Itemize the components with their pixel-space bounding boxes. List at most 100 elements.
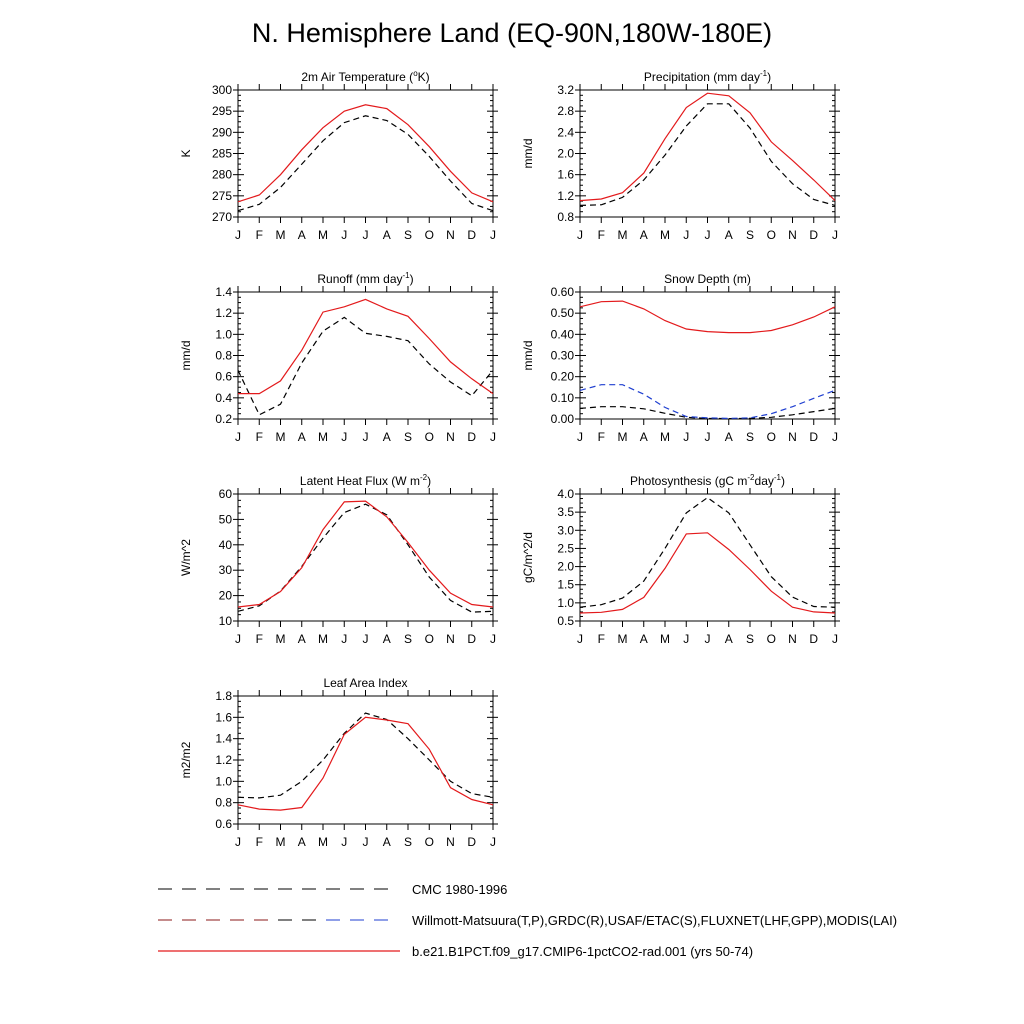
y-tick-label: 270 <box>212 210 232 224</box>
x-tick-label: A <box>725 430 733 444</box>
x-tick-label: A <box>383 228 391 242</box>
y-tick-label: 0.4 <box>215 391 232 405</box>
x-tick-label: A <box>383 430 391 444</box>
x-tick-label: M <box>318 632 328 646</box>
x-tick-label: O <box>767 430 776 444</box>
y-tick-label: 50 <box>219 512 233 526</box>
x-tick-label: J <box>577 430 583 444</box>
y-tick-label: 290 <box>212 125 232 139</box>
plot-frame <box>579 89 836 218</box>
x-tick-label: A <box>725 228 733 242</box>
x-tick-label: S <box>746 228 754 242</box>
x-tick-label: J <box>490 835 496 849</box>
x-tick-label: J <box>235 228 241 242</box>
x-tick-label: J <box>490 228 496 242</box>
x-tick-label: N <box>446 228 455 242</box>
x-tick-label: F <box>598 430 605 444</box>
x-tick-label: J <box>683 228 689 242</box>
x-tick-label: S <box>404 228 412 242</box>
y-axis-label: m2/m2 <box>179 741 193 778</box>
chart-panel-2: Runoff (mm day-1) 0.2 0.4 0.6 0.8 1.0 1.2 1.4 J F… <box>179 271 498 444</box>
y-tick-label: 1.4 <box>215 732 232 746</box>
series-line-1 <box>237 104 494 203</box>
x-tick-label: M <box>276 228 286 242</box>
y-tick-label: 1.0 <box>215 774 232 788</box>
x-tick-label: D <box>467 835 476 849</box>
legend-label: Willmott-Matsuura(T,P),GRDC(R),USAF/ETAC… <box>412 913 897 928</box>
x-tick-label: D <box>809 228 818 242</box>
x-tick-label: M <box>618 632 628 646</box>
y-tick-label: 0.10 <box>551 391 575 405</box>
x-tick-label: S <box>746 632 754 646</box>
y-tick-label: 1.0 <box>557 596 574 610</box>
series-line-0 <box>237 712 494 799</box>
chart-panel-1: Precipitation (mm day-1) 0.8 1.2 1.6 2.0 2.4 2… <box>521 69 840 242</box>
y-tick-label: 0.40 <box>551 327 575 341</box>
x-tick-label: J <box>363 835 369 849</box>
x-tick-label: J <box>341 835 347 849</box>
y-tick-label: 0.8 <box>557 210 574 224</box>
y-tick-label: 1.2 <box>215 753 232 767</box>
y-tick-label: 0.5 <box>557 614 574 628</box>
x-tick-label: M <box>276 430 286 444</box>
series-line-0 <box>237 316 494 416</box>
chart-panel-5: Photosynthesis (gC m-2day-1) 0.5 1.0 1.5 2.0… <box>521 473 840 646</box>
x-tick-label: J <box>705 632 711 646</box>
x-tick-label: N <box>446 632 455 646</box>
x-tick-label: M <box>318 835 328 849</box>
x-tick-label: A <box>640 632 648 646</box>
y-tick-label: 275 <box>212 189 232 203</box>
chart-panel-3: Snow Depth (m) 0.00 0.10 0.20 0.30 0.40 0.50 0.… <box>521 272 840 444</box>
y-tick-label: 20 <box>219 589 233 603</box>
x-tick-label: M <box>276 632 286 646</box>
plot-frame <box>237 695 494 825</box>
page-title: N. Hemisphere Land (EQ-90N,180W-180E) <box>251 18 773 48</box>
chart-title: Precipitation (mm day-1) <box>644 69 771 84</box>
y-tick-label: 295 <box>212 104 232 118</box>
y-tick-label: 60 <box>219 487 233 501</box>
series-line-2 <box>579 300 836 334</box>
plot-frame <box>579 291 836 420</box>
x-tick-label: N <box>446 430 455 444</box>
y-tick-label: 2.0 <box>557 560 574 574</box>
legend-label: b.e21.B1PCT.f09_g17.CMIP6-1pctCO2-rad.00… <box>412 944 753 959</box>
y-tick-label: 0.60 <box>551 285 575 299</box>
y-tick-label: 0.50 <box>551 306 575 320</box>
x-tick-label: J <box>341 632 347 646</box>
x-tick-label: N <box>788 430 797 444</box>
y-tick-label: 0.00 <box>551 412 575 426</box>
series-line-1 <box>579 92 836 202</box>
x-tick-label: D <box>467 430 476 444</box>
y-axis-label: W/m^2 <box>179 539 193 576</box>
y-tick-label: 40 <box>219 538 233 552</box>
series-line-0 <box>237 115 494 212</box>
x-tick-label: J <box>832 228 838 242</box>
x-tick-label: S <box>404 835 412 849</box>
y-tick-label: 1.2 <box>215 306 232 320</box>
x-tick-label: J <box>832 632 838 646</box>
x-tick-label: J <box>341 430 347 444</box>
x-tick-label: J <box>683 430 689 444</box>
y-tick-label: 300 <box>212 83 232 97</box>
y-tick-label: 2.5 <box>557 541 574 555</box>
x-tick-label: J <box>577 632 583 646</box>
y-tick-label: 1.4 <box>215 285 232 299</box>
x-tick-label: F <box>598 632 605 646</box>
y-tick-label: 3.5 <box>557 505 574 519</box>
y-tick-label: 1.6 <box>557 168 574 182</box>
y-tick-label: 0.8 <box>215 349 232 363</box>
legend-label: CMC 1980-1996 <box>412 882 507 897</box>
chart-title: Snow Depth (m) <box>664 272 751 286</box>
series-line-0 <box>579 103 836 206</box>
x-tick-label: O <box>425 632 434 646</box>
x-tick-label: M <box>660 228 670 242</box>
y-tick-label: 0.8 <box>215 796 232 810</box>
x-tick-label: M <box>318 228 328 242</box>
series-line-1 <box>579 384 836 420</box>
x-tick-label: D <box>467 632 476 646</box>
x-tick-label: A <box>383 835 391 849</box>
x-tick-label: O <box>425 228 434 242</box>
y-tick-label: 0.30 <box>551 349 575 363</box>
y-tick-label: 1.5 <box>557 578 574 592</box>
